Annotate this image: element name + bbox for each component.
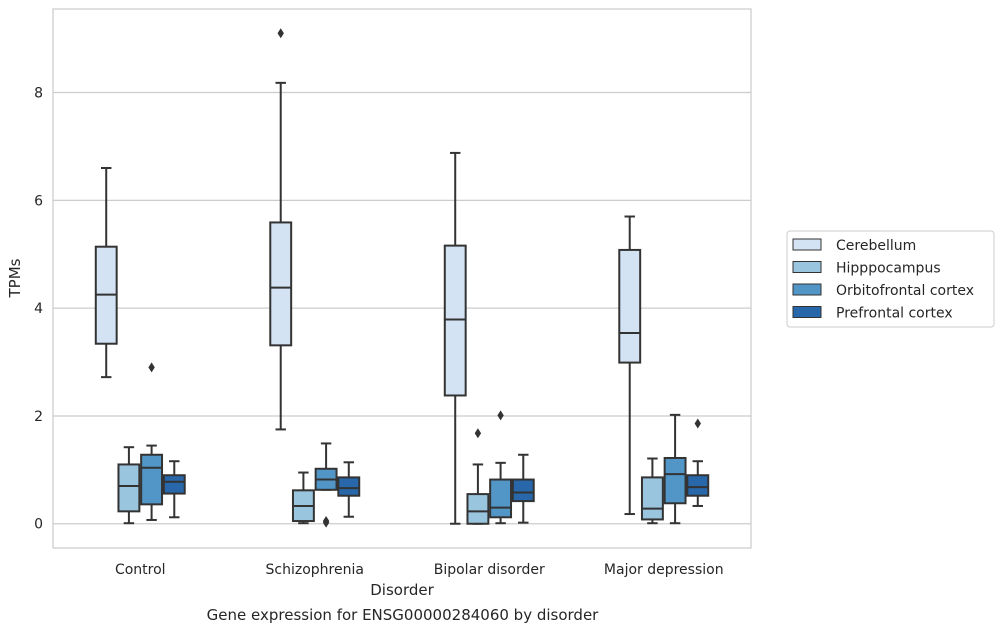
y-tick-labels: 0 2 4 6 8 — [34, 86, 43, 533]
x-tick-label: Bipolar disorder — [434, 562, 545, 578]
boxes — [94, 28, 710, 528]
legend-swatch — [792, 261, 822, 273]
legend-label: Orbitofrontal cortex — [836, 283, 974, 299]
box-element — [269, 28, 293, 431]
x-tick-label: Schizophrenia — [266, 562, 364, 578]
box-element — [140, 362, 164, 521]
box-element — [162, 460, 186, 519]
box-element — [489, 410, 513, 525]
box-element — [94, 167, 118, 379]
outlier-point — [474, 428, 482, 439]
figure-caption: Gene expression for ENSG00000284060 by d… — [206, 606, 599, 624]
x-axis-label: Disorder — [370, 581, 434, 599]
y-axis-label: TPMs — [6, 258, 24, 298]
box-iqr — [140, 453, 164, 506]
legend-label: Prefrontal cortex — [836, 306, 953, 322]
legend-frame — [786, 230, 995, 328]
legend: Cerebellum Hipppocampus Orbitofrontal cort… — [786, 230, 995, 328]
box-element — [117, 446, 141, 525]
box-element — [291, 471, 315, 525]
box-iqr — [443, 244, 467, 397]
box-element — [443, 151, 467, 525]
box-element — [640, 457, 664, 525]
outlier-point — [322, 516, 330, 527]
outlier-point — [694, 418, 701, 429]
box-element — [511, 453, 535, 524]
outlier-point — [497, 410, 504, 421]
legend-swatch — [792, 306, 822, 318]
x-tick-label: Control — [115, 562, 166, 578]
gridlines — [53, 91, 751, 525]
box-element — [663, 413, 687, 525]
box-element — [618, 215, 642, 516]
plot-area-frame — [52, 8, 752, 549]
box-iqr — [511, 478, 535, 503]
box-element — [686, 418, 710, 507]
y-tick-label: 8 — [34, 86, 43, 102]
legend-swatch — [792, 238, 822, 251]
y-tick-label: 2 — [34, 409, 43, 425]
box-iqr — [640, 476, 664, 521]
box-iqr — [663, 456, 687, 505]
legend-label: Hipppocampus — [836, 261, 941, 277]
box-element — [466, 428, 490, 525]
y-tick-label: 6 — [34, 193, 43, 209]
legend-label: Cerebellum — [836, 238, 916, 254]
x-tick-label: Major depression — [604, 562, 724, 578]
box-iqr — [337, 476, 361, 497]
legend-swatch — [792, 283, 822, 296]
box-iqr — [117, 463, 141, 513]
y-tick-label: 4 — [34, 301, 43, 317]
box-iqr — [618, 248, 642, 364]
outlier-point — [277, 28, 284, 39]
box-iqr — [162, 474, 186, 495]
box-iqr — [466, 493, 490, 525]
box-iqr — [269, 221, 293, 347]
box-iqr — [489, 478, 513, 519]
x-tick-labels: Control Schizophrenia Bipolar disorder Majo… — [115, 562, 724, 578]
y-tick-label: 0 — [34, 517, 43, 533]
box-element — [337, 461, 361, 518]
box-element — [314, 442, 338, 528]
outlier-point — [148, 362, 155, 373]
box-iqr — [686, 474, 710, 497]
